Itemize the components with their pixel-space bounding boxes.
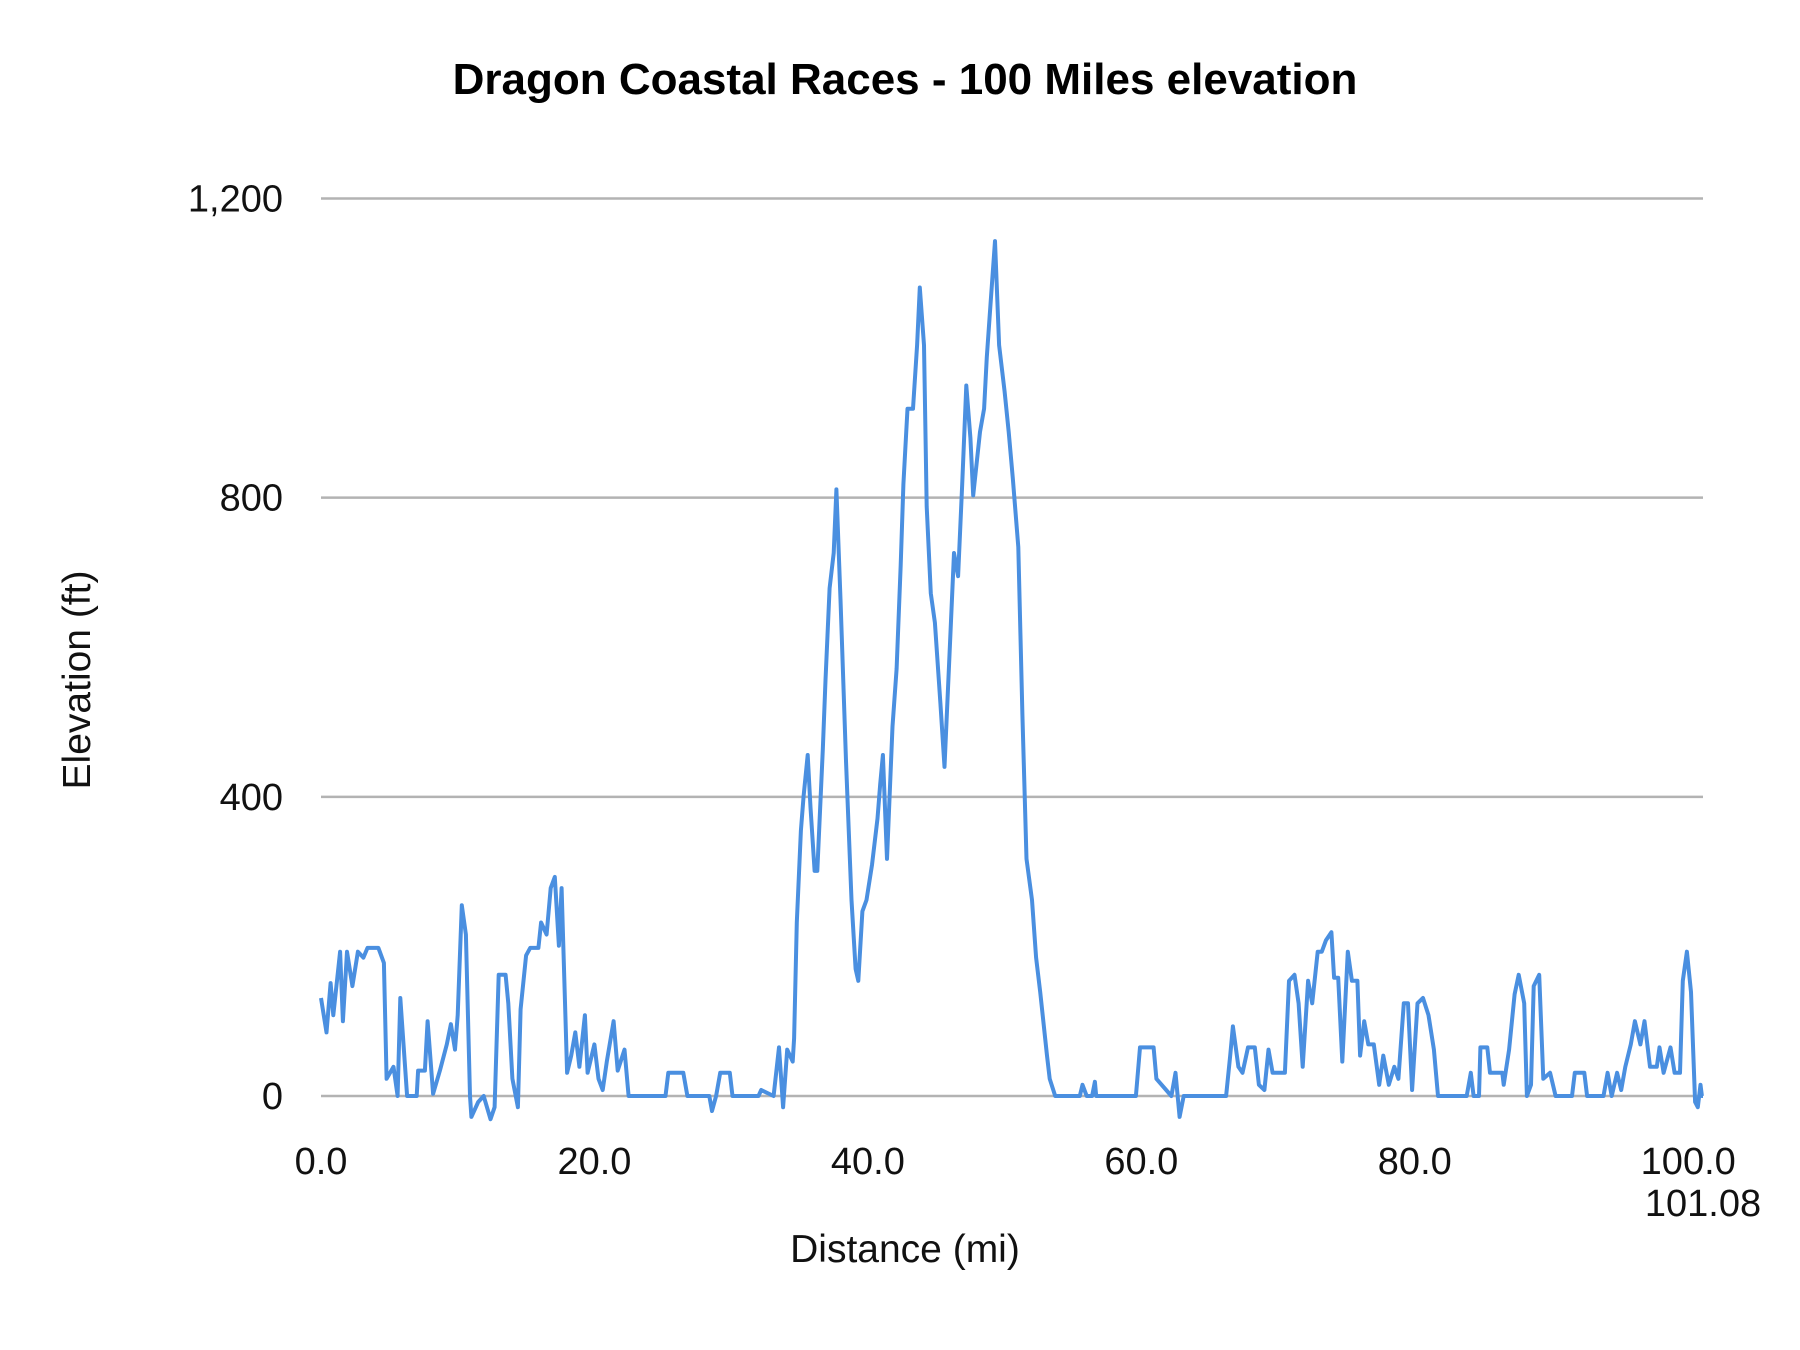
x-tick-label: 60.0 <box>1104 1141 1178 1183</box>
x-tick-label: 20.0 <box>557 1141 631 1183</box>
x-tick-label: 40.0 <box>831 1141 905 1183</box>
x-axis-label: Distance (mi) <box>790 1228 1020 1271</box>
x-tick-label: 80.0 <box>1378 1141 1452 1183</box>
y-tick-label: 1,200 <box>188 179 283 221</box>
y-tick-label: 400 <box>220 777 283 819</box>
y-axis-ticks: 0 400 800 1,200 <box>188 179 283 1119</box>
x-tick-label: 101.08 <box>1645 1183 1761 1225</box>
y-tick-label: 0 <box>262 1076 283 1118</box>
elevation-line <box>319 239 1704 1122</box>
y-tick-label: 800 <box>220 478 283 520</box>
chart-title: Dragon Coastal Races - 100 Miles elevati… <box>453 55 1358 104</box>
y-axis-label: Elevation (ft) <box>56 571 99 790</box>
gridlines <box>321 197 1703 1098</box>
x-tick-label: 100.0 <box>1641 1141 1736 1183</box>
x-tick-label: 0.0 <box>295 1141 348 1183</box>
